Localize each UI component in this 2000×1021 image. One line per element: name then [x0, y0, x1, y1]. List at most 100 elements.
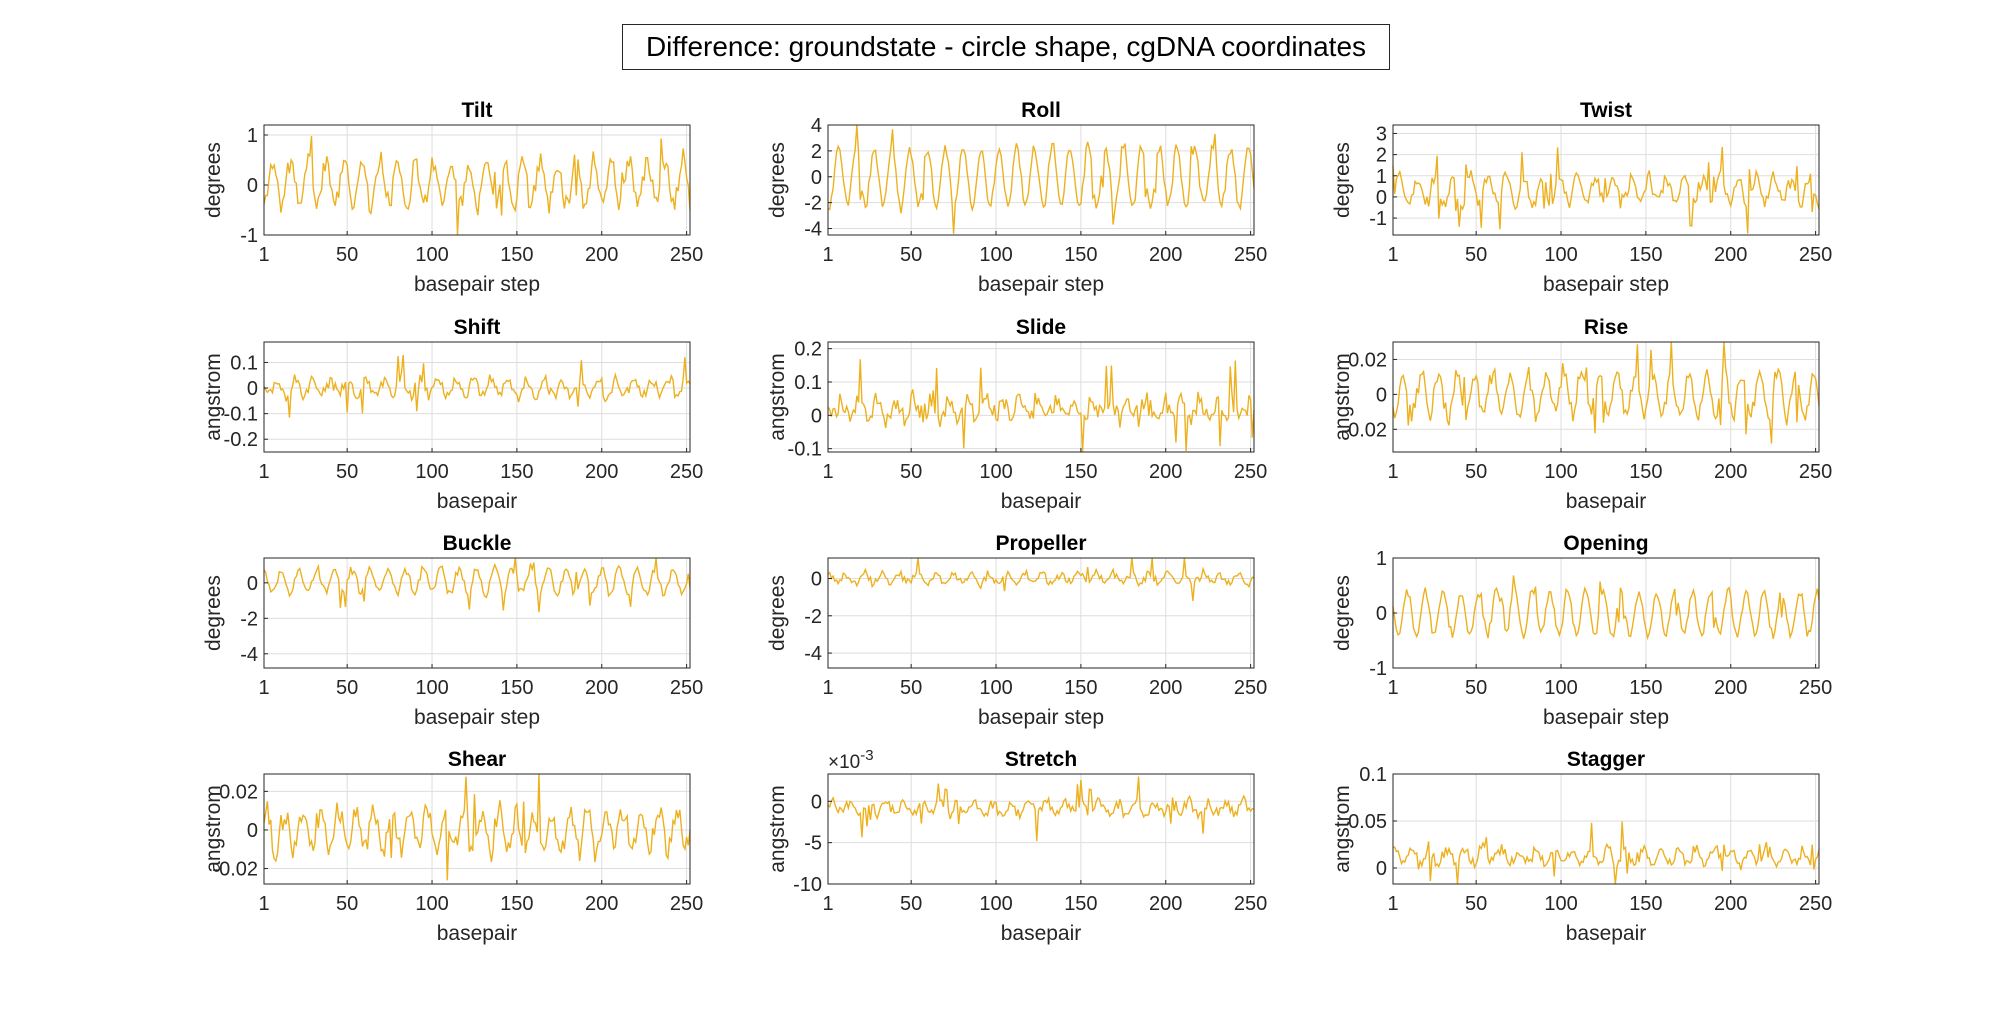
y-tick-label: 0 [1376, 384, 1387, 406]
x-tick-label: 150 [1629, 677, 1662, 699]
series-line-opening [1392, 575, 1820, 641]
y-tick-label: -5 [804, 833, 822, 855]
x-tick-label: 50 [900, 893, 922, 915]
y-tick-label: 0.05 [1348, 811, 1387, 833]
subplot-title: Shear [448, 748, 506, 771]
x-tick-label: 50 [336, 677, 358, 699]
x-tick-label: 50 [1465, 893, 1487, 915]
x-tick-label: 200 [1714, 461, 1747, 483]
x-tick-label: 100 [979, 244, 1012, 266]
x-tick-label: 50 [1465, 244, 1487, 266]
subplot-title: Propeller [995, 532, 1086, 555]
y-tick-label: 0.1 [794, 372, 822, 394]
x-tick-label: 1 [822, 244, 833, 266]
y-tick-label: 0 [1376, 187, 1387, 209]
x-tick-label: 1 [822, 461, 833, 483]
x-tick-label: 100 [415, 244, 448, 266]
subplot-title: Opening [1563, 532, 1648, 555]
x-tick-label: 250 [1799, 893, 1832, 915]
x-tick-label: 100 [415, 893, 448, 915]
subplot-title: Stretch [1005, 748, 1077, 771]
y-tick-label: 2 [811, 141, 822, 163]
y-tick-label: -10 [793, 874, 822, 896]
axes-box [827, 341, 1255, 453]
y-tick-label: -2 [804, 606, 822, 628]
y-tick-label: 0 [1376, 603, 1387, 625]
y-tick-label: 1 [247, 125, 258, 147]
y-tick-label: 0.02 [219, 781, 258, 803]
x-tick-label: 150 [1064, 461, 1097, 483]
x-axis-label: basepair [1001, 490, 1082, 513]
x-tick-label: 150 [1064, 893, 1097, 915]
y-tick-label: -2 [804, 193, 822, 215]
y-tick-label: 0.2 [794, 339, 822, 361]
series-line-roll [827, 124, 1255, 234]
x-tick-label: 1 [1387, 677, 1398, 699]
x-tick-label: 100 [1544, 461, 1577, 483]
subplot-title: Tilt [461, 99, 492, 122]
y-tick-label: -4 [240, 644, 258, 666]
y-tick-label: 1 [1376, 166, 1387, 188]
y-tick-label: -0.02 [212, 859, 258, 881]
subplot-rise: 1 50 100 150 200 250-0.0200.02Risebasepairang… [1331, 316, 1832, 513]
y-tick-label: -0.1 [788, 439, 822, 461]
x-tick-label: 50 [336, 244, 358, 266]
x-tick-label: 250 [1799, 244, 1832, 266]
x-tick-label: 50 [900, 461, 922, 483]
y-tick-label: 0 [247, 820, 258, 842]
x-axis-label: basepair [437, 490, 518, 513]
series-line-slide [827, 359, 1255, 453]
x-axis-label: basepair [1566, 922, 1647, 945]
x-tick-label: 1 [822, 677, 833, 699]
axes-box [1392, 124, 1820, 236]
x-tick-label: 250 [1234, 244, 1267, 266]
x-tick-label: 200 [585, 893, 618, 915]
x-axis-label: basepair step [978, 273, 1104, 296]
y-tick-label: -1 [1369, 658, 1387, 680]
y-tick-label: 0.1 [230, 352, 258, 374]
x-tick-label: 50 [900, 677, 922, 699]
subplot-title: Slide [1016, 316, 1066, 339]
x-tick-label: 250 [1234, 677, 1267, 699]
x-tick-label: 100 [979, 677, 1012, 699]
x-tick-label: 50 [1465, 461, 1487, 483]
subplot-title: Twist [1580, 99, 1632, 122]
axes-box [263, 773, 691, 885]
series-line-stretch [827, 776, 1255, 842]
x-tick-label: 150 [1629, 893, 1662, 915]
y-axis-label: degrees [1331, 142, 1354, 218]
y-tick-label: 0.02 [1348, 349, 1387, 371]
x-tick-label: 250 [670, 461, 703, 483]
x-tick-label: 100 [415, 461, 448, 483]
axes-box [263, 124, 691, 236]
x-tick-label: 1 [1387, 893, 1398, 915]
y-tick-label: -4 [804, 219, 822, 241]
y-tick-label: -0.02 [1341, 419, 1387, 441]
x-tick-label: 200 [585, 244, 618, 266]
y-tick-label: 3 [1376, 123, 1387, 145]
y-tick-label: 0 [247, 573, 258, 595]
series-line-tilt [263, 136, 691, 235]
subplot-title: Rise [1584, 316, 1628, 339]
x-tick-label: 200 [1149, 461, 1182, 483]
x-tick-label: 1 [258, 677, 269, 699]
x-tick-label: 50 [336, 893, 358, 915]
y-axis-label: angstrom [766, 785, 789, 873]
x-tick-label: 150 [500, 244, 533, 266]
x-tick-label: 150 [500, 461, 533, 483]
axes-box [827, 773, 1255, 885]
axes-box [1392, 341, 1820, 453]
axes-box [827, 557, 1255, 669]
y-tick-label: 0.1 [1359, 764, 1387, 786]
x-tick-label: 200 [585, 461, 618, 483]
x-tick-label: 250 [1799, 677, 1832, 699]
y-axis-label: degrees [202, 142, 225, 218]
x-axis-label: basepair [437, 922, 518, 945]
x-axis-label: basepair [1001, 922, 1082, 945]
x-tick-label: 250 [670, 677, 703, 699]
y-axis-label: angstrom [766, 353, 789, 441]
y-tick-label: 0 [811, 405, 822, 427]
x-axis-label: basepair step [1543, 273, 1669, 296]
